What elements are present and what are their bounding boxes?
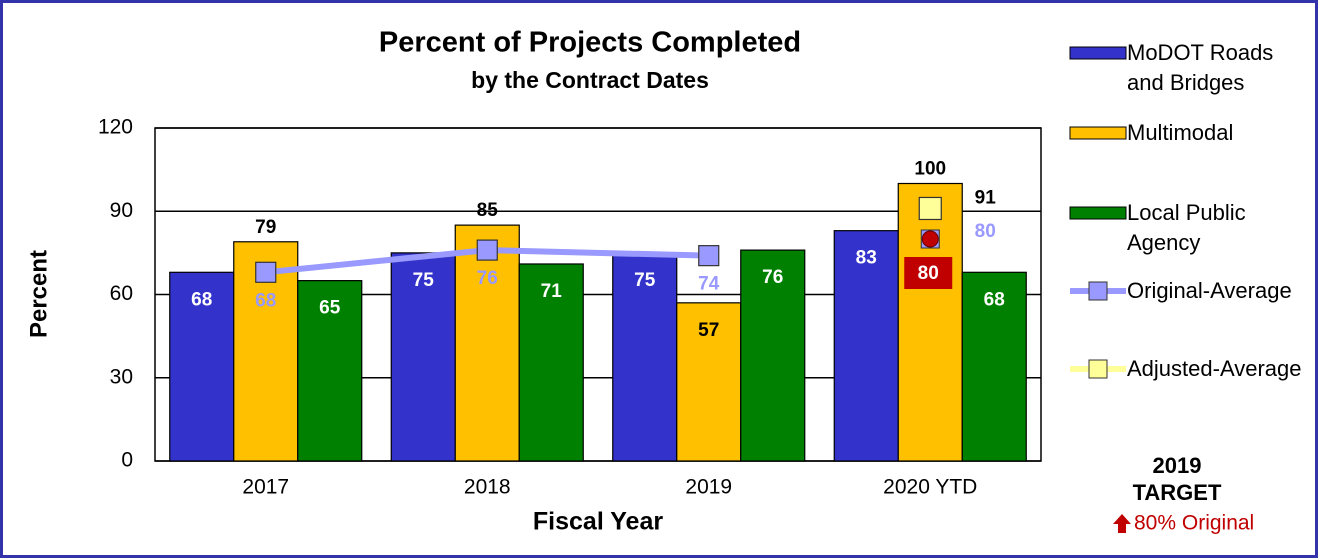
y-tick-label: 60 <box>110 282 133 305</box>
bar <box>297 280 363 462</box>
legend-swatch <box>1069 206 1127 220</box>
target-year: 2019 <box>1153 453 1202 478</box>
arrow-up <box>1113 514 1131 533</box>
data-label: 83 <box>856 248 877 269</box>
legend-label: Multimodal <box>1127 120 1234 145</box>
legend-marker <box>1088 359 1108 379</box>
data-label: 76 <box>762 267 783 288</box>
y-axis-label: Percent <box>25 250 52 338</box>
data-label: 91 <box>975 187 997 208</box>
data-label: 75 <box>634 270 656 291</box>
y-tick-label: 120 <box>98 116 133 139</box>
data-label: 71 <box>541 281 563 302</box>
chart-title: Percent of Projects Completed <box>379 27 801 59</box>
data-label: 76 <box>477 268 498 289</box>
data-label: 68 <box>984 289 1005 310</box>
plot-border <box>154 127 1042 462</box>
bar <box>676 302 742 462</box>
line-marker <box>698 245 720 267</box>
data-label: 75 <box>413 270 435 291</box>
data-label: 57 <box>698 320 719 341</box>
data-label: 79 <box>255 217 276 238</box>
data-label: 80 <box>975 221 996 242</box>
bar <box>518 263 584 462</box>
data-label: 100 <box>914 159 946 180</box>
x-tick-label: 2017 <box>242 476 289 499</box>
x-tick-label: 2020 YTD <box>883 476 977 499</box>
bar <box>897 182 963 462</box>
data-label: 68 <box>255 290 276 311</box>
x-tick-label: 2019 <box>685 476 732 499</box>
line-marker <box>476 239 498 261</box>
legend-label: Original-Average <box>1127 278 1292 303</box>
bar <box>961 271 1027 462</box>
line-marker <box>918 196 942 221</box>
y-tick-label: 0 <box>121 449 133 472</box>
bar <box>454 224 520 462</box>
target-box <box>904 257 953 289</box>
data-label: 65 <box>319 298 341 319</box>
chart-subtitle: by the Contract Dates <box>471 67 709 93</box>
legend-label: Local Public Agency <box>1127 200 1246 255</box>
target-marker <box>921 230 939 248</box>
legend-label: MoDOT Roads and Bridges <box>1127 40 1274 95</box>
x-tick-label: 2018 <box>464 476 511 499</box>
legend-label: Adjusted-Average <box>1127 356 1302 381</box>
y-tick-label: 90 <box>110 199 133 222</box>
target-text: 80% Original <box>1134 512 1254 535</box>
y-tick-label: 30 <box>110 365 133 388</box>
legend-marker <box>1088 281 1108 301</box>
legend-swatch <box>1069 46 1127 60</box>
bar <box>740 249 806 462</box>
target-label: TARGET <box>1133 480 1222 505</box>
x-axis-label: Fiscal Year <box>533 508 663 536</box>
data-label: 68 <box>191 289 212 310</box>
data-label: 74 <box>698 274 720 295</box>
line-marker <box>255 261 277 283</box>
data-label: 85 <box>477 200 499 221</box>
bar <box>833 230 899 462</box>
bar <box>390 252 456 462</box>
legend-swatch <box>1069 126 1127 140</box>
target-label: 80 <box>918 263 939 284</box>
